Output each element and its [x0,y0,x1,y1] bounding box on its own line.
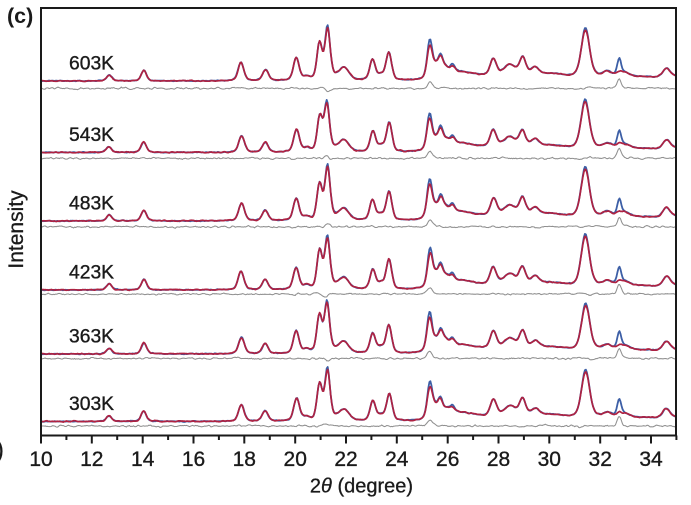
svg-text:26: 26 [436,448,459,471]
svg-text:363K: 363K [69,327,114,348]
svg-text:18: 18 [233,448,256,471]
svg-text:Intensity: Intensity [5,190,28,269]
svg-text:20: 20 [284,448,307,471]
svg-text:32: 32 [589,448,612,471]
svg-text:(c): (c) [7,4,33,28]
svg-text:603K: 603K [69,54,114,75]
svg-text:423K: 423K [69,263,114,284]
svg-text:34: 34 [639,448,663,471]
svg-text:12: 12 [80,448,103,471]
svg-text:10: 10 [29,448,52,471]
svg-text:2θ (degree): 2θ (degree) [310,476,413,498]
svg-text:24: 24 [385,448,409,471]
svg-text:483K: 483K [69,194,114,215]
svg-text:): ) [0,434,4,464]
svg-text:14: 14 [131,448,155,471]
svg-text:22: 22 [334,448,357,471]
svg-text:30: 30 [538,448,561,471]
svg-text:543K: 543K [69,125,114,146]
svg-text:16: 16 [182,448,205,471]
svg-text:28: 28 [487,448,510,471]
svg-text:303K: 303K [69,394,114,415]
